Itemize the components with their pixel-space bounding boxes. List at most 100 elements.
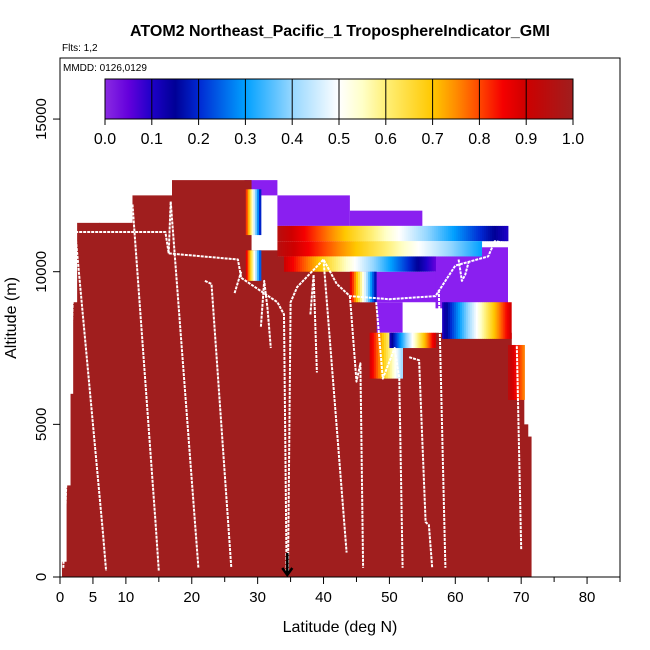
transition-cell	[345, 241, 348, 257]
transition-cell	[419, 241, 422, 257]
transition-cell	[429, 332, 432, 349]
transition-cell	[387, 256, 391, 272]
troposphere-column	[77, 222, 101, 577]
transition-cell	[299, 225, 302, 242]
transition-cell	[255, 250, 258, 281]
transition-cell	[359, 256, 363, 272]
transition-cell	[491, 225, 495, 242]
x-tick-label: 60	[447, 589, 464, 606]
transition-cell	[285, 256, 289, 272]
transition-cell	[349, 241, 352, 257]
transition-cell	[375, 241, 378, 257]
transition-band	[277, 241, 483, 257]
colorbar-tick-label: 0.7	[421, 131, 443, 148]
transition-cell	[415, 225, 419, 242]
transition-cell	[483, 225, 487, 242]
transition-cell	[287, 225, 290, 242]
troposphere-column	[277, 256, 338, 577]
transition-cell	[399, 256, 403, 272]
transition-cell	[297, 225, 300, 242]
transition-cell	[495, 302, 498, 339]
transition-cell	[295, 256, 299, 272]
transition-cell	[433, 256, 436, 272]
transition-cell	[384, 332, 387, 379]
transition-cell	[335, 256, 339, 272]
transition-cell	[395, 256, 399, 272]
transition-cell	[439, 225, 443, 242]
transition-cell	[325, 225, 328, 242]
x-tick-label: 10	[118, 589, 135, 606]
transition-cell	[405, 225, 409, 242]
transition-cell	[451, 241, 455, 257]
transition-cell	[393, 256, 397, 272]
transition-cell	[319, 225, 322, 242]
transition-cell	[449, 225, 453, 242]
x-tick-label: 0	[56, 589, 64, 606]
transition-cell	[315, 241, 318, 257]
transition-cell	[377, 225, 381, 242]
transition-cell	[455, 241, 459, 257]
transition-cell	[279, 241, 282, 257]
transition-cell	[361, 225, 365, 242]
transition-cell	[441, 241, 445, 257]
transition-cell	[399, 241, 402, 257]
transition-cell	[311, 241, 314, 257]
transition-cell	[355, 225, 359, 242]
colorbar-tick-label: 1.0	[562, 131, 584, 148]
transition-cell	[427, 332, 430, 349]
transition-cell	[512, 344, 515, 400]
x-tick-label: 50	[381, 589, 398, 606]
transition-cell	[387, 241, 390, 257]
transition-cell	[495, 225, 499, 242]
transition-cell	[373, 332, 377, 379]
transition-cell	[307, 225, 310, 242]
transition-cell	[442, 302, 445, 339]
transition-cell	[453, 241, 457, 257]
transition-cell	[452, 302, 455, 339]
transition-cell	[425, 332, 428, 349]
transition-cell	[369, 332, 373, 379]
x-tick-label: 80	[579, 589, 596, 606]
y-tick-label: 15000	[33, 98, 50, 140]
flight-profile-segment	[322, 259, 348, 553]
transition-cell	[419, 225, 423, 242]
transition-cell	[421, 332, 424, 349]
transition-cell	[333, 225, 336, 242]
transition-cell	[510, 344, 513, 400]
transition-cell	[499, 302, 502, 339]
troposphere-column	[376, 378, 404, 577]
transition-cell	[431, 225, 435, 242]
transition-cell	[259, 189, 262, 236]
transition-cell	[427, 225, 431, 242]
transition-cell	[343, 225, 346, 242]
transition-cell	[343, 256, 347, 272]
transition-cell	[435, 225, 439, 242]
colorbar-tick-label: 0.0	[94, 131, 116, 148]
transition-cell	[479, 225, 483, 242]
transition-cell	[245, 250, 249, 281]
flight-profile-segment	[233, 271, 243, 294]
transition-cell	[417, 241, 420, 257]
transition-cell	[429, 256, 432, 272]
flight-profile-segment	[167, 200, 200, 568]
transition-cell	[447, 225, 451, 242]
transition-cell	[395, 241, 398, 257]
transition-cell	[453, 302, 457, 339]
transition-cell	[381, 225, 385, 242]
transition-cell	[481, 225, 485, 242]
troposphere-column	[99, 222, 133, 577]
transition-cell	[339, 241, 342, 257]
transition-cell	[397, 256, 401, 272]
transition-cell	[389, 256, 393, 272]
transition-cell	[285, 225, 288, 242]
transition-cell	[249, 189, 252, 236]
transition-cell	[403, 256, 407, 272]
transition-cell	[357, 225, 361, 242]
transition-cell	[391, 256, 395, 272]
transition-cell	[331, 241, 334, 257]
transition-cell	[387, 225, 391, 242]
transition-cell	[411, 256, 414, 272]
transition-cell	[313, 225, 316, 242]
transition-cell	[489, 225, 493, 242]
